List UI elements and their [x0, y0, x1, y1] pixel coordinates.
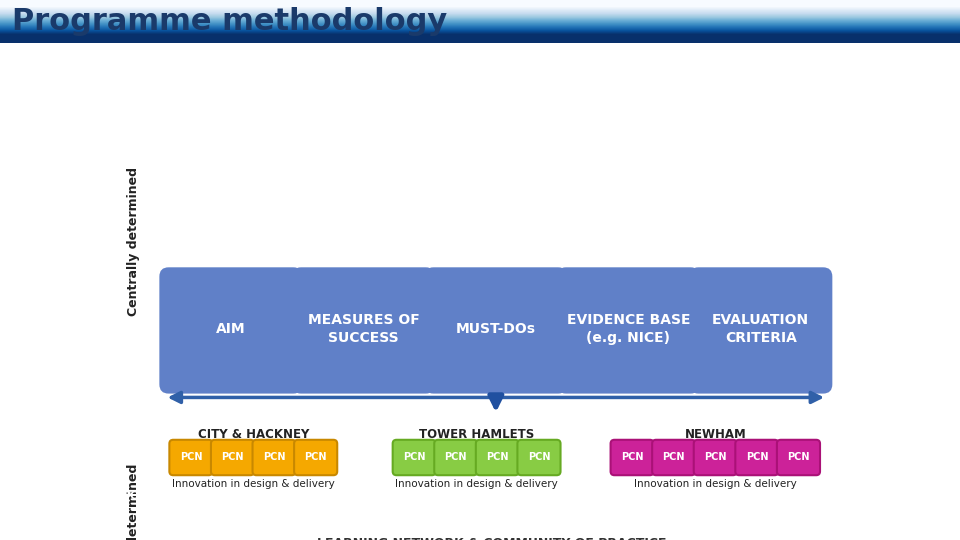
Text: PCN: PCN	[221, 502, 244, 512]
Text: PCN: PCN	[746, 502, 768, 512]
Text: PCN: PCN	[403, 502, 425, 512]
FancyBboxPatch shape	[777, 440, 820, 475]
Text: PCN: PCN	[304, 452, 327, 462]
FancyBboxPatch shape	[294, 490, 337, 525]
Text: PCN: PCN	[486, 502, 509, 512]
FancyBboxPatch shape	[252, 440, 296, 475]
Text: Programme methodology: Programme methodology	[12, 7, 446, 36]
Text: PCN: PCN	[621, 452, 643, 462]
FancyBboxPatch shape	[694, 490, 737, 525]
Text: Centrally determined: Centrally determined	[128, 167, 140, 316]
Text: AIM: AIM	[216, 322, 246, 336]
Text: PCN: PCN	[746, 452, 768, 462]
Text: PCN: PCN	[304, 502, 327, 512]
Text: PCN: PCN	[486, 452, 509, 462]
FancyBboxPatch shape	[517, 490, 561, 525]
Text: CITY & HACKNEY: CITY & HACKNEY	[198, 428, 309, 441]
FancyBboxPatch shape	[777, 490, 820, 525]
Text: Innovation in design & delivery: Innovation in design & delivery	[172, 480, 335, 489]
FancyBboxPatch shape	[169, 440, 212, 475]
FancyBboxPatch shape	[476, 440, 519, 475]
Text: PCN: PCN	[180, 452, 203, 462]
FancyBboxPatch shape	[211, 440, 254, 475]
Text: PCN: PCN	[528, 502, 550, 512]
Text: NEWHAM: NEWHAM	[684, 428, 746, 441]
FancyBboxPatch shape	[292, 267, 435, 394]
FancyBboxPatch shape	[557, 267, 700, 394]
Text: MUST-DOs: MUST-DOs	[456, 322, 536, 336]
Text: MEASURES OF
SUCCESS: MEASURES OF SUCCESS	[307, 313, 420, 345]
FancyBboxPatch shape	[393, 440, 436, 475]
Text: PCN: PCN	[180, 502, 203, 512]
FancyBboxPatch shape	[611, 440, 654, 475]
Text: TOWER HAMLETS: TOWER HAMLETS	[419, 428, 534, 441]
Text: PCN: PCN	[662, 452, 685, 462]
Text: PCN: PCN	[444, 502, 468, 512]
Text: PCN: PCN	[662, 502, 685, 512]
Text: PCN: PCN	[787, 502, 809, 512]
Text: EVIDENCE BASE
(e.g. NICE): EVIDENCE BASE (e.g. NICE)	[566, 313, 690, 345]
FancyBboxPatch shape	[694, 440, 737, 475]
Text: PCN: PCN	[787, 452, 809, 462]
Text: PCN: PCN	[444, 452, 468, 462]
FancyBboxPatch shape	[652, 490, 695, 525]
Text: PCN: PCN	[704, 452, 727, 462]
Text: PCN: PCN	[621, 502, 643, 512]
FancyBboxPatch shape	[689, 267, 832, 394]
FancyBboxPatch shape	[123, 98, 861, 481]
Text: PCN: PCN	[123, 491, 145, 501]
Text: Innovation in design & delivery: Innovation in design & delivery	[396, 480, 558, 489]
FancyBboxPatch shape	[159, 267, 302, 394]
Text: PCN: PCN	[263, 502, 285, 512]
Text: PCN: PCN	[221, 452, 244, 462]
FancyBboxPatch shape	[169, 490, 212, 525]
FancyBboxPatch shape	[652, 440, 695, 475]
FancyBboxPatch shape	[294, 440, 337, 475]
FancyBboxPatch shape	[424, 267, 567, 394]
FancyBboxPatch shape	[393, 490, 436, 525]
Text: LEARNING NETWORK & COMMUNITY OF PRACTICE: LEARNING NETWORK & COMMUNITY OF PRACTICE	[317, 537, 667, 540]
Text: PCN: PCN	[403, 452, 425, 462]
FancyBboxPatch shape	[735, 490, 779, 525]
FancyBboxPatch shape	[252, 490, 296, 525]
FancyBboxPatch shape	[434, 490, 477, 525]
FancyBboxPatch shape	[476, 490, 519, 525]
FancyBboxPatch shape	[434, 440, 477, 475]
FancyBboxPatch shape	[517, 440, 561, 475]
FancyBboxPatch shape	[735, 440, 779, 475]
Text: PCN: PCN	[528, 452, 550, 462]
Text: Locally determined: Locally determined	[128, 463, 140, 540]
FancyBboxPatch shape	[211, 490, 254, 525]
Text: EVALUATION
CRITERIA: EVALUATION CRITERIA	[712, 313, 809, 345]
FancyBboxPatch shape	[611, 490, 654, 525]
Text: PCN: PCN	[263, 452, 285, 462]
Text: Innovation in design & delivery: Innovation in design & delivery	[634, 480, 797, 489]
